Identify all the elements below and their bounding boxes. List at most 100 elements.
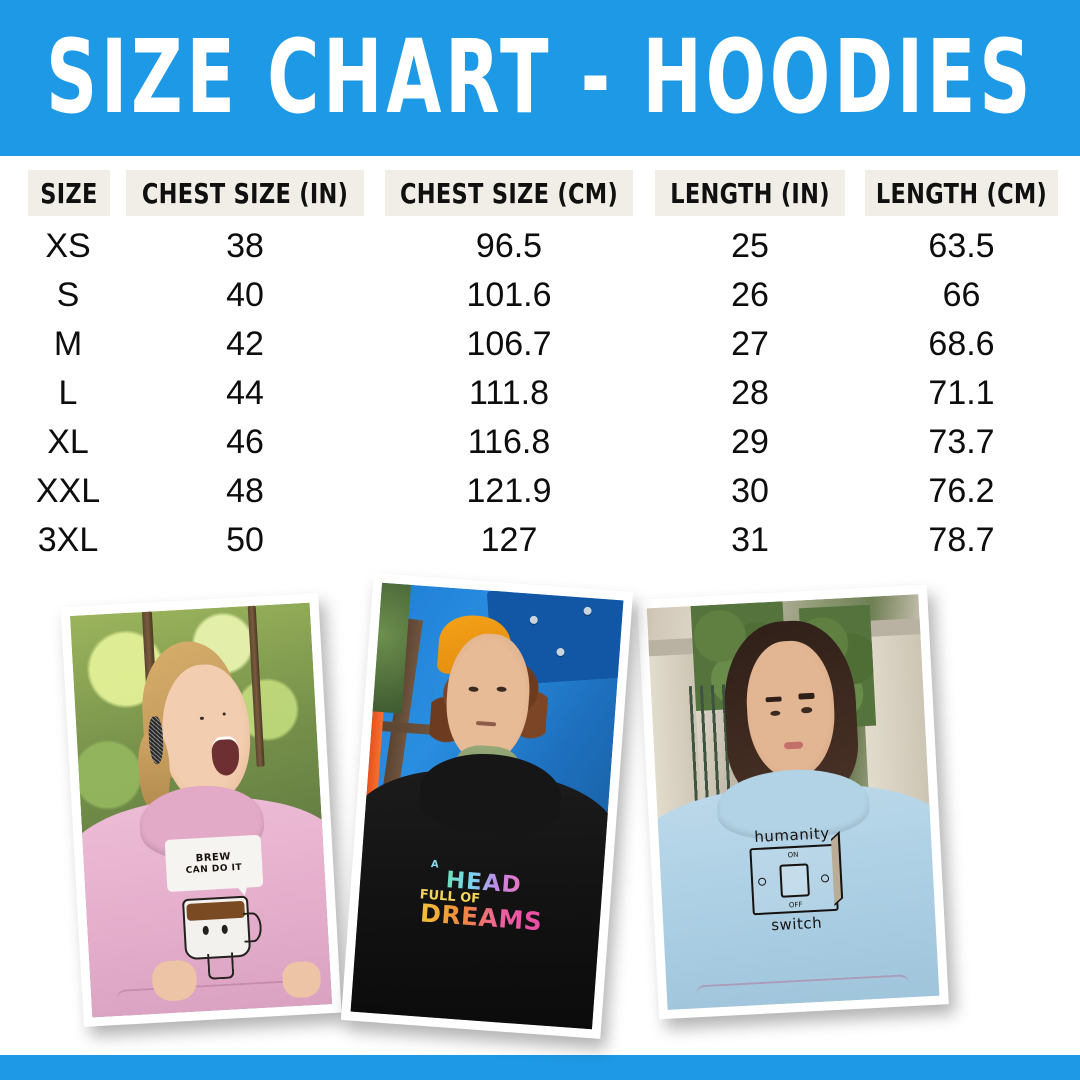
photo-card-light-blue-hoodie: humanity ON OFF switch <box>637 584 949 1020</box>
footer-bar <box>0 1055 1080 1080</box>
cell-chest-cm: 116.8 <box>467 423 551 461</box>
hoodie-pocket <box>695 973 912 1010</box>
panel-bolt <box>529 615 539 624</box>
cell-chest-in: 50 <box>226 521 264 559</box>
face <box>159 662 254 804</box>
eye <box>200 716 204 721</box>
coffee-mug-character-icon <box>181 895 263 981</box>
cell-chest-in: 42 <box>226 325 264 363</box>
wall-cap <box>646 638 696 657</box>
mug-legs <box>206 951 235 981</box>
column-header-size: SIZE <box>28 169 110 217</box>
table-row: S 40 101.6 26 66 <box>0 271 1080 320</box>
street-background: humanity ON OFF switch <box>646 594 940 1010</box>
eye <box>769 710 781 717</box>
column-header-chest-cm: CHEST SIZE (CM) <box>385 169 633 217</box>
cell-size: 3XL <box>37 521 99 559</box>
hoodie-graphic-speech-bubble: BREW CAN DO IT <box>164 834 263 893</box>
hoodie-graphic-dreams: A HEAD FULL OF DREAMS <box>404 831 562 962</box>
graphic-text-line-1: BREW <box>195 851 232 865</box>
photo-card-pink-hoodie: BREW CAN DO IT <box>60 593 342 1027</box>
cell-length-in: 30 <box>731 472 769 510</box>
switch-on-label: ON <box>787 850 799 859</box>
photo-image-pink-hoodie: BREW CAN DO IT <box>69 602 333 1018</box>
photo-card-black-hoodie: A HEAD FULL OF DREAMS <box>340 573 634 1039</box>
column-header-length-in: LENGTH (IN) <box>655 169 845 217</box>
table-row: 3XL 50 127 31 78.7 <box>0 516 1080 565</box>
table-row: XXL 48 121.9 30 76.2 <box>0 467 1080 516</box>
table-row: XL 46 116.8 29 73.7 <box>0 418 1080 467</box>
cell-length-in: 27 <box>731 325 769 363</box>
light-switch-icon: ON OFF <box>749 843 840 916</box>
cell-size: S <box>56 276 80 314</box>
eye <box>496 685 507 692</box>
cell-chest-cm: 127 <box>480 521 538 559</box>
mug-eye <box>202 925 210 935</box>
cell-length-in: 29 <box>731 423 769 461</box>
cell-chest-in: 48 <box>226 472 264 510</box>
cell-size: XL <box>47 423 89 461</box>
cell-chest-cm: 111.8 <box>468 374 550 412</box>
cell-size: XXL <box>35 472 101 510</box>
eyebrow <box>765 696 782 703</box>
mouth <box>783 741 804 750</box>
cell-size: XS <box>45 227 91 265</box>
graphic-text-line-1: A <box>430 858 440 871</box>
mug-coffee-surface <box>186 900 245 921</box>
cell-length-cm: 66 <box>942 276 981 314</box>
page-title: SIZE CHART - HOODIES <box>45 19 1035 138</box>
cell-chest-in: 40 <box>226 276 264 314</box>
cell-length-cm: 68.6 <box>928 325 995 363</box>
eyebrow <box>798 693 815 700</box>
cell-chest-cm: 101.6 <box>466 276 552 314</box>
hoodie-graphic-humanity-switch: humanity ON OFF switch <box>713 822 878 967</box>
cell-length-in: 31 <box>731 521 769 559</box>
cell-length-cm: 78.7 <box>928 521 995 559</box>
hoodie-pocket <box>116 979 308 1018</box>
column-header-chest-in: CHEST SIZE (IN) <box>126 169 364 217</box>
graphic-text-line-4: DREAMS <box>419 898 544 937</box>
playground-background: A HEAD FULL OF DREAMS <box>350 582 624 1030</box>
switch-screw <box>758 877 767 886</box>
eye <box>222 712 227 717</box>
cell-size: L <box>58 374 78 412</box>
cell-chest-in: 38 <box>226 227 264 265</box>
column-header-length-cm: LENGTH (CM) <box>865 169 1058 217</box>
cell-length-in: 25 <box>731 227 769 265</box>
table-row: XS 38 96.5 25 63.5 <box>0 222 1080 271</box>
cell-length-cm: 73.7 <box>928 423 995 461</box>
switch-screw <box>820 874 829 883</box>
panel-bolt <box>556 647 565 656</box>
cell-chest-cm: 106.7 <box>466 325 552 363</box>
switch-off-label: OFF <box>788 900 803 910</box>
hand <box>151 959 198 1002</box>
mug-eye <box>221 924 228 934</box>
photo-image-black-hoodie: A HEAD FULL OF DREAMS <box>350 582 624 1030</box>
header-banner: SIZE CHART - HOODIES <box>0 0 1080 156</box>
table-row: M 42 106.7 27 68.6 <box>0 320 1080 369</box>
switch-toggle <box>779 863 810 899</box>
cell-chest-cm: 121.9 <box>466 472 552 510</box>
cell-chest-in: 46 <box>226 423 264 461</box>
size-chart-table: SIZE CHEST SIZE (IN) CHEST SIZE (CM) LEN… <box>0 156 1080 565</box>
eye <box>801 707 812 714</box>
product-photo-strip: BREW CAN DO IT <box>0 573 1080 1048</box>
cell-length-cm: 71.1 <box>928 374 995 412</box>
cell-chest-in: 44 <box>226 374 264 412</box>
cell-length-cm: 63.5 <box>928 227 995 265</box>
table-header-row: SIZE CHEST SIZE (IN) CHEST SIZE (CM) LEN… <box>0 156 1080 218</box>
cell-chest-cm: 96.5 <box>475 227 543 265</box>
table-row: L 44 111.8 28 71.1 <box>0 369 1080 418</box>
eye <box>468 686 479 693</box>
graphic-text-top: humanity <box>753 824 831 847</box>
photo-image-light-blue-hoodie: humanity ON OFF switch <box>646 594 940 1010</box>
forest-background: BREW CAN DO IT <box>69 602 333 1018</box>
cell-length-in: 28 <box>731 374 769 412</box>
cell-length-cm: 76.2 <box>928 472 995 510</box>
graphic-text-bottom: switch <box>770 913 823 935</box>
graphic-text-line-2: CAN DO IT <box>185 863 243 877</box>
cell-size: M <box>53 325 83 363</box>
cell-length-in: 26 <box>731 276 769 314</box>
table-body: XS 38 96.5 25 63.5 S 40 101.6 26 66 M 42… <box>0 222 1080 565</box>
mouth <box>475 720 496 726</box>
